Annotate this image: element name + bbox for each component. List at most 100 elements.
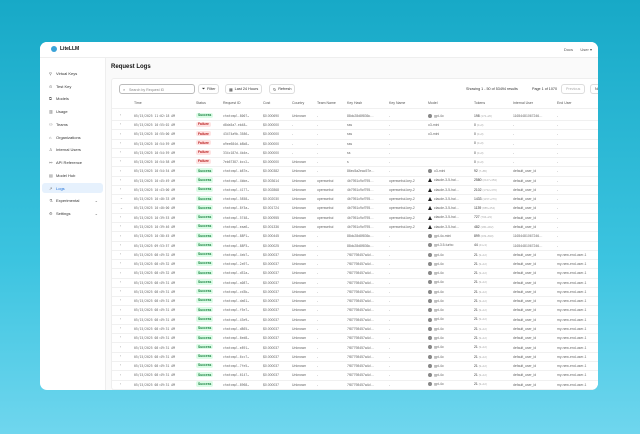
logo[interactable]: LiteLLM	[51, 46, 79, 52]
chevron-right-icon[interactable]: ›	[120, 122, 122, 127]
chevron-right-icon[interactable]: ›	[120, 363, 122, 368]
chevron-right-icon[interactable]: ›	[120, 168, 122, 173]
chevron-right-icon[interactable]: ›	[120, 270, 122, 275]
table-row[interactable]: › 05/15/2025 08:49:31 AM Success chatcmpl-7…	[112, 361, 598, 372]
docs-link[interactable]: Docs	[563, 47, 573, 52]
sidebar-item-api-reference[interactable]: ⚯ API Reference	[42, 157, 103, 167]
sidebar-item-logs[interactable]: ↗ Logs	[42, 183, 103, 193]
column-header-key-name[interactable]: Key Name	[389, 101, 406, 105]
chevron-right-icon[interactable]: ›	[120, 344, 122, 349]
previous-button[interactable]: Previous	[561, 84, 586, 94]
column-header-key-hash[interactable]: Key Hash	[347, 101, 363, 105]
next-button[interactable]: Next	[590, 84, 598, 94]
column-header-end-user[interactable]: End User	[557, 101, 572, 105]
table-row[interactable]: › 05/15/2025 08:49:31 AM Success chatcmpl-6…	[112, 371, 598, 381]
table-row[interactable]: › 05/15/2025 10:55:02 AM Failure d8da5a7-eb…	[112, 120, 598, 131]
table-row[interactable]: › 05/15/2025 08:49:31 AM Success chatcmpl-d…	[112, 296, 598, 307]
chevron-right-icon[interactable]: ›	[120, 316, 122, 321]
chevron-right-icon[interactable]: ›	[120, 252, 122, 257]
table-row[interactable]: › 05/15/2025 08:49:31 AM Success chatcmpl-6…	[112, 352, 598, 363]
team-cell: -	[317, 113, 319, 118]
sidebar-item-internal-users[interactable]: ♙ Internal Users	[42, 144, 103, 154]
sidebar-item-models[interactable]: ⧉ Models	[42, 93, 103, 103]
user-menu[interactable]: User ▾	[580, 47, 592, 52]
table-row[interactable]: › 05/15/2025 11:02:18 AM Success chatcmpl-8…	[112, 111, 598, 121]
chevron-right-icon[interactable]: ›	[120, 326, 122, 331]
chevron-right-icon[interactable]: ›	[120, 381, 122, 386]
chevron-right-icon[interactable]: ›	[120, 372, 122, 377]
chevron-right-icon[interactable]: ›	[120, 113, 122, 117]
chevron-right-icon[interactable]: ›	[120, 307, 122, 312]
chevron-right-icon[interactable]: ›	[120, 131, 122, 136]
chevron-right-icon[interactable]: ›	[120, 140, 122, 145]
chevron-right-icon[interactable]: ›	[120, 289, 122, 294]
search-input[interactable]: ⌕ Search by Request ID	[119, 84, 195, 94]
table-row[interactable]: › 05/15/2025 08:49:31 AM Success chatcmpl-f…	[112, 306, 598, 316]
refresh-button[interactable]: ↻ Refresh	[269, 84, 296, 94]
chevron-right-icon[interactable]: ›	[120, 159, 122, 164]
table-row[interactable]: › 05/15/2025 08:49:31 AM Success chatcmpl-e…	[112, 343, 598, 353]
time-range-button[interactable]: ▦ Last 24 Hours	[225, 84, 263, 94]
chevron-right-icon[interactable]: ›	[120, 335, 122, 340]
tokens-cell: 21 (9+12)	[474, 317, 487, 321]
table-row[interactable]: › 05/15/2025 08:49:31 AM Success chatcmpl-4…	[112, 315, 598, 325]
table-row[interactable]: › 05/15/2025 10:54:59 AM Failure a9ee684d-b…	[112, 139, 598, 149]
column-header-team-name[interactable]: Team Name	[317, 101, 336, 105]
column-header-country[interactable]: Country	[292, 101, 305, 105]
table-row[interactable]: › 05/15/2025 10:39:53 AM Success chatcmpl-5…	[112, 213, 598, 223]
chevron-right-icon[interactable]: ›	[120, 214, 122, 219]
table-row[interactable]: › 05/15/2025 10:54:59 AM Failure 334c187d-4…	[112, 148, 598, 159]
table-row[interactable]: › 05/15/2025 10:54:54 AM Success chatcmpl-b…	[112, 167, 598, 177]
chevron-right-icon[interactable]: ›	[120, 177, 122, 182]
table-row[interactable]: › 05/15/2025 08:49:31 AM Success chatcmpl-d…	[112, 324, 598, 335]
column-header-time[interactable]: Time	[134, 101, 142, 105]
chevron-right-icon[interactable]: ›	[120, 224, 122, 229]
column-header-cost[interactable]: Cost	[263, 101, 271, 105]
chevron-right-icon[interactable]: ›	[120, 187, 122, 192]
filter-button[interactable]: ⏷ Filter	[198, 84, 220, 94]
chevron-right-icon[interactable]: ›	[120, 233, 122, 238]
chevron-right-icon[interactable]: ›	[120, 298, 122, 303]
sidebar-item-model-hub[interactable]: ▤ Model Hub	[42, 170, 103, 180]
table-row[interactable]: › 05/15/2025 08:49:31 AM Success chatcmpl-6…	[112, 333, 598, 344]
table-row[interactable]: ⌄ 05/15/2025 10:40:33 AM Success chatcmpl-5…	[112, 194, 598, 205]
table-row[interactable]: › 05/15/2025 08:49:31 AM Success chatcmpl-a…	[112, 278, 598, 288]
sidebar-item-teams[interactable]: ⚇ Teams	[42, 119, 103, 129]
chevron-right-icon[interactable]: ›	[120, 354, 122, 359]
table-row[interactable]: › 05/15/2025 08:49:32 AM Success chatcmpl-2…	[112, 259, 598, 270]
sidebar-item-experimental[interactable]: ⚗ Experimental ⌄	[42, 195, 103, 205]
chevron-right-icon[interactable]: ›	[120, 150, 122, 155]
table-row[interactable]: › 05/15/2025 10:45:49 AM Success chatcmpl-4…	[112, 176, 598, 186]
chevron-down-icon[interactable]: ⌄	[120, 205, 123, 210]
column-header-tokens[interactable]: Tokens	[474, 101, 486, 105]
table-row[interactable]: › 05/15/2025 10:54:58 AM Failure 7eb67387-b…	[112, 157, 598, 168]
table-row[interactable]: › 05/15/2025 08:49:32 AM Success chatcmpl-4…	[112, 250, 598, 261]
table-row[interactable]: › 05/15/2025 08:49:31 AM Success chatcmpl-8…	[112, 380, 598, 390]
sidebar-item-test-key[interactable]: ⊙ Test Key	[42, 81, 103, 91]
column-header-request-id[interactable]: Request ID	[223, 101, 241, 105]
chevron-right-icon[interactable]: ›	[120, 279, 122, 284]
table-row[interactable]: › 05/15/2025 10:55:00 AM Failure 43474a9b-3…	[112, 130, 598, 140]
table-row[interactable]: › 05/15/2025 10:43:00 AM Success chatcmpl-4…	[112, 185, 598, 196]
table-row[interactable]: › 05/15/2025 10:39:46 AM Success chatcmpl-e…	[112, 222, 598, 233]
chevron-down-icon[interactable]: ⌄	[120, 196, 123, 201]
id-cell: chatcmpl-cd3b…	[223, 289, 250, 294]
column-header-internal-user[interactable]: Internal User	[513, 101, 534, 105]
sidebar-item-organizations[interactable]: ⌂ Organizations	[42, 132, 103, 142]
sidebar-item-usage[interactable]: ▥ Usage	[42, 106, 103, 116]
chevron-right-icon[interactable]: ›	[120, 261, 122, 266]
table-row[interactable]: › 05/15/2025 08:49:32 AM Success chatcmpl-d…	[112, 269, 598, 279]
tokens-cell: 198 (172+26)	[474, 114, 492, 118]
column-header-model[interactable]: Model	[428, 101, 438, 105]
table-row[interactable]: › 05/15/2025 10:38:45 AM Success chatcmpl-8…	[112, 232, 598, 242]
table-row[interactable]: › 05/15/2025 09:53:57 AM Success chatcmpl-8…	[112, 241, 598, 251]
table-row[interactable]: › 05/15/2025 08:49:31 AM Success chatcmpl-c…	[112, 287, 598, 298]
sidebar-item-settings[interactable]: ⚙ Settings ⌄	[42, 208, 103, 218]
table-row[interactable]: ⌄ 05/15/2025 10:40:00 AM Success chatcmpl-8…	[112, 204, 598, 214]
gear-icon: ⚙	[49, 210, 53, 216]
chevron-right-icon[interactable]: ›	[120, 242, 122, 247]
hash-cell: 7f87798457a4d…	[347, 299, 374, 304]
id-cell: chatcmpl-da61…	[223, 299, 250, 304]
column-header-status[interactable]: Status	[196, 101, 206, 105]
sidebar-item-virtual-keys[interactable]: ⚲ Virtual Keys	[42, 68, 103, 78]
